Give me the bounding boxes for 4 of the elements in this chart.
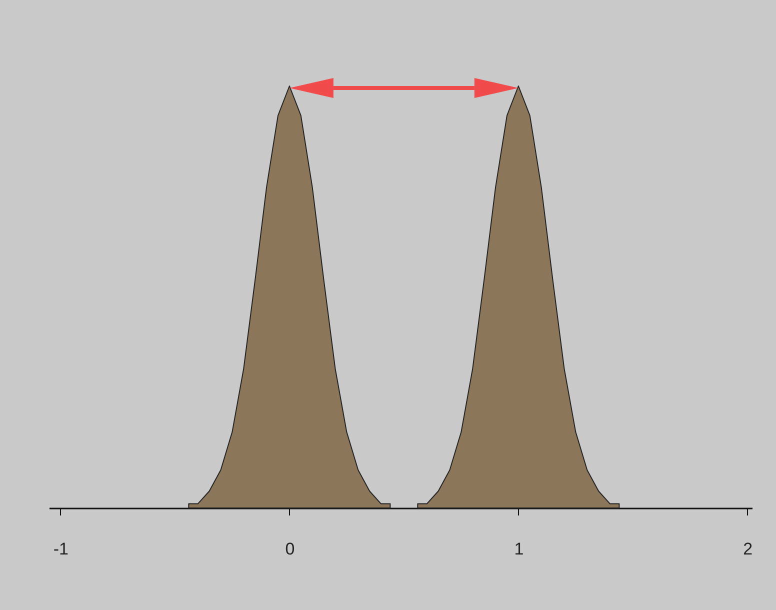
x-tick-label: -1 [53,540,69,558]
x-tick-label: 1 [514,540,524,558]
x-tick-label: 0 [285,540,295,558]
x-tick-label: 2 [743,540,753,558]
